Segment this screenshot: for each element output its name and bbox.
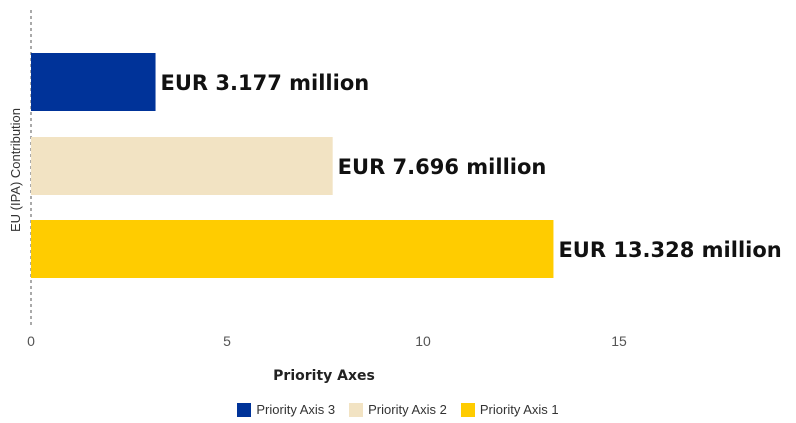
data-label-priority-axis-3: EUR 3.177 million xyxy=(161,71,370,95)
legend-swatch xyxy=(461,403,475,417)
legend-label: Priority Axis 2 xyxy=(368,402,447,417)
y-axis-title: EU (IPA) Contribution xyxy=(8,108,23,232)
legend: Priority Axis 3 Priority Axis 2 Priority A… xyxy=(0,402,796,417)
legend-swatch xyxy=(349,403,363,417)
x-tick-label: 10 xyxy=(415,333,431,349)
legend-label: Priority Axis 3 xyxy=(256,402,335,417)
x-tick-label: 5 xyxy=(223,333,231,349)
x-tick-labels: 0 5 10 15 xyxy=(27,333,627,349)
data-label-priority-axis-1: EUR 13.328 million xyxy=(558,238,781,262)
bar-chart: EUR 3.177 million EUR 7.696 million EUR 13… xyxy=(0,0,796,395)
legend-label: Priority Axis 1 xyxy=(480,402,559,417)
legend-swatch xyxy=(237,403,251,417)
legend-item[interactable]: Priority Axis 3 xyxy=(237,402,335,417)
bar-priority-axis-1 xyxy=(31,220,553,278)
x-tick-label: 0 xyxy=(27,333,35,349)
legend-item[interactable]: Priority Axis 2 xyxy=(349,402,447,417)
legend-item[interactable]: Priority Axis 1 xyxy=(461,402,559,417)
bar-priority-axis-3 xyxy=(31,53,156,111)
x-tick-label: 15 xyxy=(611,333,627,349)
bar-priority-axis-2 xyxy=(31,137,333,195)
data-label-priority-axis-2: EUR 7.696 million xyxy=(338,155,547,179)
x-axis-title: Priority Axes xyxy=(273,368,375,384)
